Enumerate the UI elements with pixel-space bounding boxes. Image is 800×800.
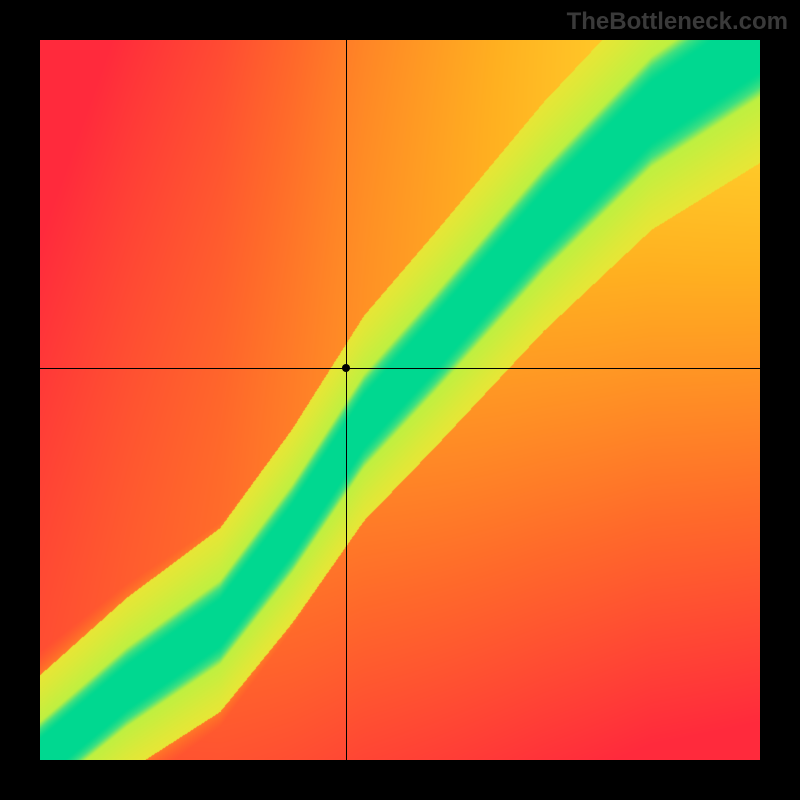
heatmap-canvas [40, 40, 760, 760]
plot-area [40, 40, 760, 760]
crosshair-vertical [346, 40, 347, 760]
crosshair-dot [342, 364, 350, 372]
chart-container: TheBottleneck.com [0, 0, 800, 800]
crosshair-horizontal [40, 368, 760, 369]
watermark-text: TheBottleneck.com [567, 8, 788, 36]
